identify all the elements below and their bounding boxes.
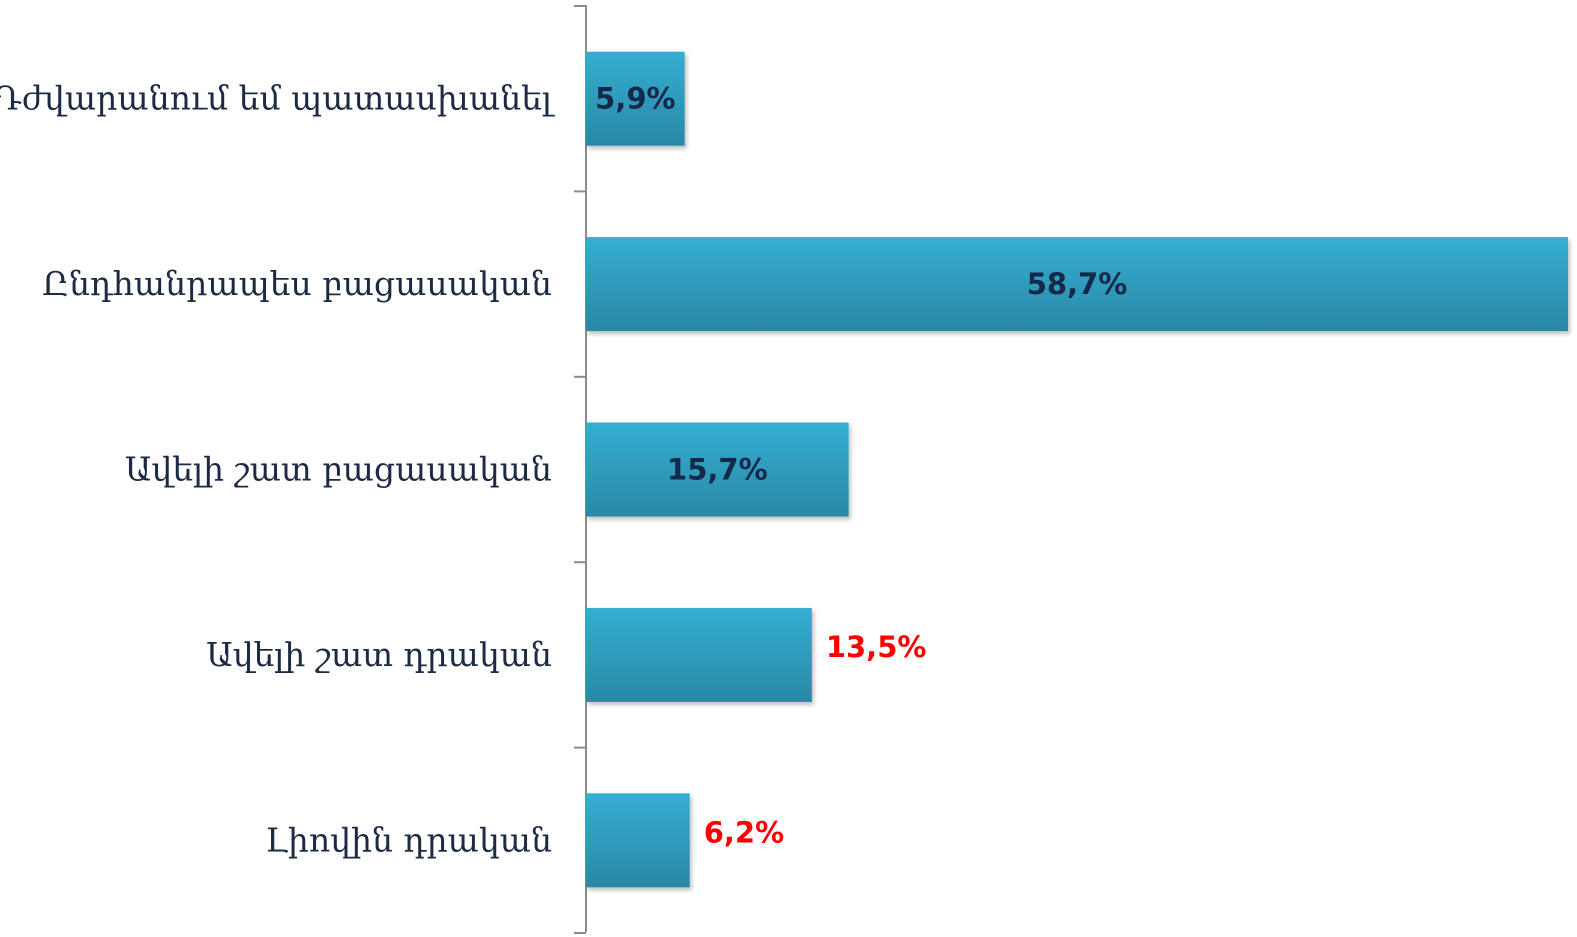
category-label: Լիովին դրական — [265, 820, 552, 859]
category-label: Դժվարանում եմ պատասխանել — [0, 79, 555, 118]
value-label: 5,9% — [595, 82, 675, 116]
category-label: Ընդհանրապես բացասական — [42, 264, 552, 303]
value-label: 58,7% — [1027, 267, 1128, 301]
bar — [586, 607, 812, 702]
value-label: 15,7% — [667, 453, 768, 487]
category-label: Ավելի շատ դրական — [206, 635, 552, 674]
value-label: 13,5% — [826, 630, 927, 664]
bar — [586, 793, 690, 888]
value-label: 6,2% — [704, 815, 784, 849]
category-label: Ավելի շատ բացասական — [125, 450, 552, 489]
